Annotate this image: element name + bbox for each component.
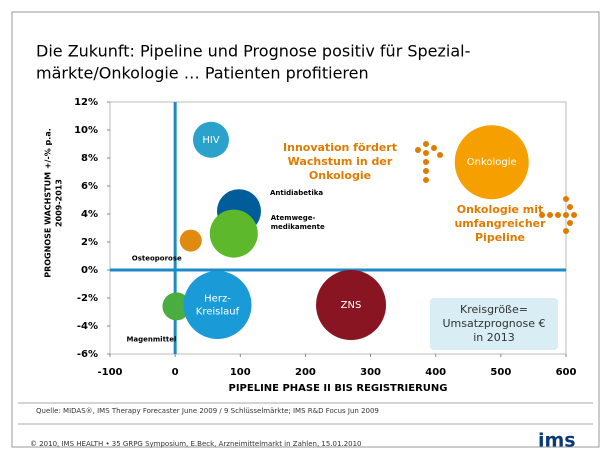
annotation: Wachstum in der: [288, 155, 393, 168]
legend-text: Kreisgröße=: [460, 303, 528, 316]
x-axis-label: PIPELINE PHASE II BIS REGISTRIERUNG: [228, 383, 447, 394]
logo: ims: [538, 430, 576, 452]
y-axis-label: 2009-2013: [55, 179, 64, 227]
bubble: [316, 270, 387, 340]
annotation: Onkologie: [309, 169, 371, 182]
y-tick-label: 8%: [81, 153, 98, 164]
y-tick-label: 2%: [81, 237, 98, 248]
annotation: umfangreicher: [454, 217, 546, 230]
annotation: Innovation fördert: [283, 141, 397, 154]
x-tick-label: 500: [490, 367, 511, 378]
bubble-label: Onkologie: [467, 157, 517, 168]
footer: © 2010, IMS HEALTH • 35 GRPG Symposium, …: [30, 440, 362, 448]
title: Die Zukunft: Pipeline und Prognose posit…: [36, 42, 470, 61]
dots: [415, 141, 577, 234]
annotation: Onkologie mit: [457, 203, 544, 216]
y-tick-label: 0%: [81, 265, 98, 276]
y-tick-label: 4%: [81, 209, 98, 220]
legend-text: in 2013: [473, 331, 515, 344]
bubble-label: Kreislauf: [196, 307, 240, 318]
bubble: [454, 125, 529, 200]
bubble-label: ZNS: [341, 300, 362, 311]
legend-text: Umsatzprognose €: [443, 317, 546, 330]
y-tick-label: 12%: [74, 97, 98, 108]
x-tick-label: 400: [425, 367, 446, 378]
y-tick-label: 6%: [81, 181, 98, 192]
legend-box: [430, 298, 558, 350]
x-tick-label: 600: [556, 367, 577, 378]
bubble-label: medikamente: [271, 223, 325, 231]
bubble: [183, 271, 252, 339]
y-tick-label: -2%: [77, 293, 98, 304]
y-tick-label: 10%: [74, 125, 98, 136]
source: Quelle: MIDAS®, IMS Therapy Forecaster J…: [36, 407, 379, 415]
y-tick-label: -6%: [77, 349, 98, 360]
x-tick-label: 100: [230, 367, 251, 378]
x-tick-label: -100: [97, 367, 122, 378]
bubble: [179, 229, 202, 252]
bubble-label: Magenmittel: [126, 335, 176, 343]
bubble-label: HIV: [202, 135, 219, 146]
x-tick-label: 0: [172, 367, 179, 378]
y-axis-label: PROGNOSE WACHSTUM +/-% p.a.: [44, 128, 53, 278]
annotation: Pipeline: [475, 231, 525, 244]
bubble-label: Osteoporose: [132, 255, 182, 263]
y-tick-label: -4%: [77, 321, 98, 332]
title: märkte/Onkologie … Patienten profitieren: [36, 64, 369, 83]
bubble: [162, 292, 191, 321]
x-tick-label: 300: [360, 367, 381, 378]
bubble-label: Herz-: [204, 294, 231, 305]
bubble: [209, 209, 258, 258]
bubble: [192, 121, 229, 158]
bubble-label: Atemwege-: [271, 214, 316, 222]
x-tick-label: 200: [295, 367, 316, 378]
bubble-label: Antidiabetika: [270, 189, 323, 197]
